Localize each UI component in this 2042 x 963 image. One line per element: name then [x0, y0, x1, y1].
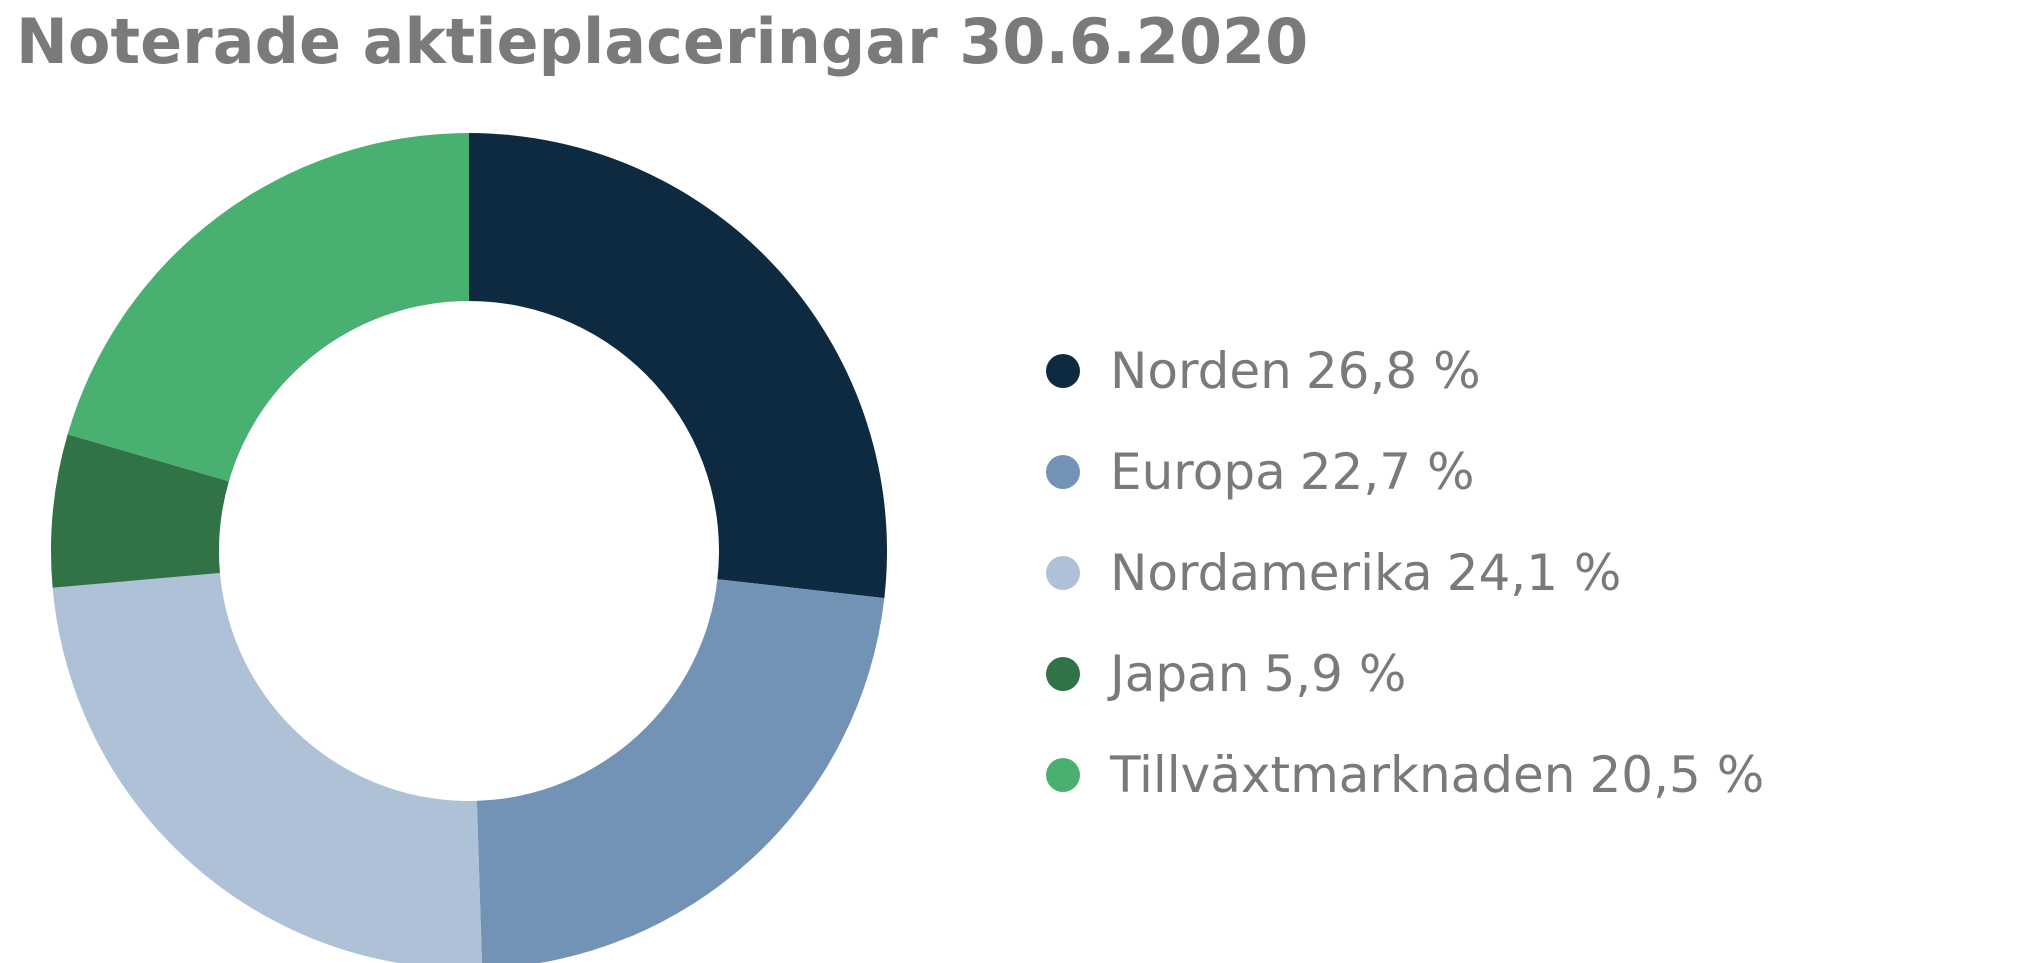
donut-chart — [51, 133, 887, 963]
legend-swatch — [1046, 656, 1080, 691]
legend-item-norden: Norden 26,8 % — [1046, 320, 1764, 421]
chart-title: Noterade aktieplaceringar 30.6.2020 — [16, 5, 1309, 78]
legend-swatch — [1046, 757, 1080, 792]
legend-swatch — [1046, 353, 1080, 388]
legend-label: Japan 5,9 % — [1110, 644, 1407, 703]
slice-norden — [469, 133, 887, 599]
legend-item-nordamerika: Nordamerika 24,1 % — [1046, 522, 1764, 623]
legend-swatch — [1046, 454, 1080, 489]
slice-japan — [51, 434, 229, 588]
legend-item-europa: Europa 22,7 % — [1046, 421, 1764, 522]
slice-nordamerika — [52, 572, 482, 963]
legend-label: Tillväxtmarknaden 20,5 % — [1110, 745, 1765, 804]
legend-item-japan: Japan 5,9 % — [1046, 623, 1764, 724]
slice-tillv-xtmarknaden — [67, 133, 470, 482]
legend-label: Europa 22,7 % — [1110, 442, 1475, 501]
legend-swatch — [1046, 555, 1080, 590]
legend: Norden 26,8 % Europa 22,7 % Nordamerika 24,… — [1046, 320, 1764, 825]
legend-label: Norden 26,8 % — [1110, 341, 1481, 400]
legend-item-tillvaxtmarknaden: Tillväxtmarknaden 20,5 % — [1046, 724, 1764, 825]
legend-label: Nordamerika 24,1 % — [1110, 543, 1622, 602]
slice-europa — [476, 579, 885, 963]
